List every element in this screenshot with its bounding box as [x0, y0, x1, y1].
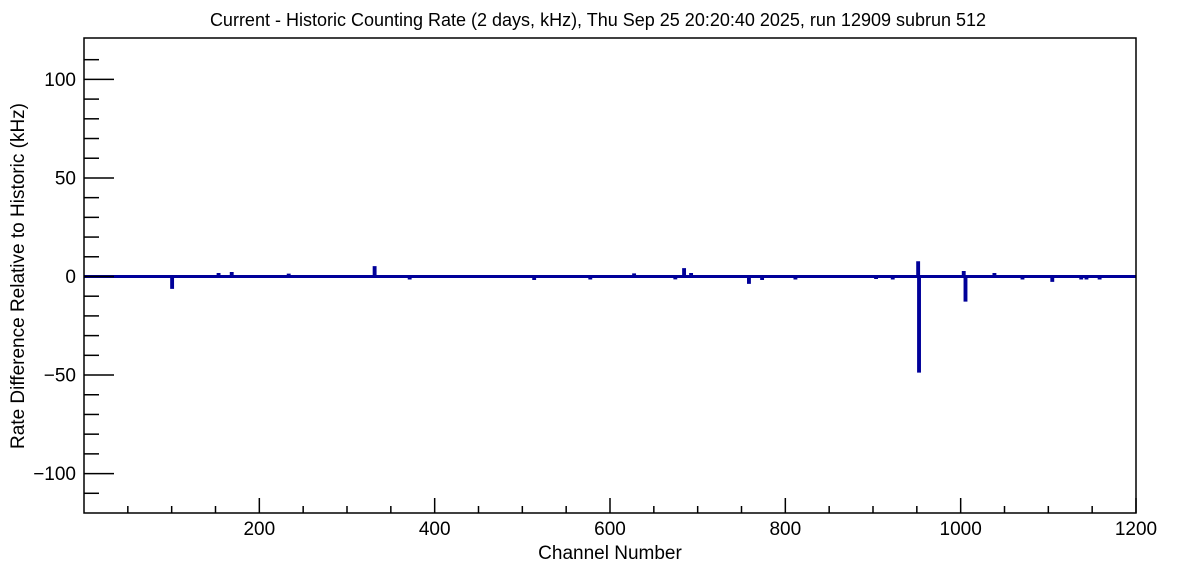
x-tick-label: 800 — [769, 519, 801, 540]
y-tick-label: 100 — [44, 70, 76, 91]
x-tick-label: 1000 — [940, 519, 982, 540]
y-tick-label: −50 — [44, 366, 76, 387]
x-tick-label: 1200 — [1115, 519, 1157, 540]
x-tick-label: 200 — [243, 519, 275, 540]
y-tick-label: 50 — [55, 168, 76, 189]
x-tick-label: 600 — [594, 519, 626, 540]
y-tick-label: 0 — [65, 267, 76, 288]
chart-title: Current - Historic Counting Rate (2 days… — [209, 10, 987, 30]
x-tick-label: 400 — [419, 519, 451, 540]
x-axis-title: Channel Number — [538, 543, 682, 564]
data-line — [84, 261, 1136, 373]
y-tick-label: −100 — [33, 464, 76, 485]
